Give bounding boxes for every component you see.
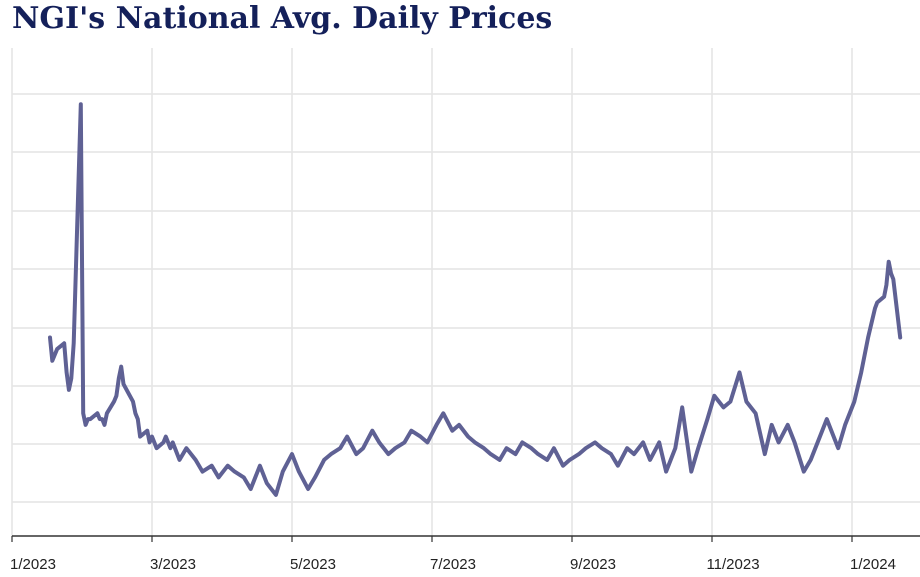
x-tick-label: 3/2023 bbox=[150, 556, 196, 573]
x-axis bbox=[11, 535, 920, 542]
grid-lines bbox=[11, 48, 920, 536]
x-tick-labels: 1/2023 3/2023 5/2023 7/2023 9/2023 11/2023 1/2… bbox=[10, 556, 896, 573]
x-tick-label: 7/2023 bbox=[430, 556, 476, 573]
chart-title: NGI's National Avg. Daily Prices bbox=[12, 1, 553, 36]
x-tick-label: 1/2024 bbox=[850, 556, 896, 573]
x-tick-label: 5/2023 bbox=[290, 556, 336, 573]
x-tick-label: 1/2023 bbox=[10, 556, 56, 573]
x-tick-label: 9/2023 bbox=[570, 556, 616, 573]
x-tick-label: 11/2023 bbox=[706, 556, 759, 573]
series-layer bbox=[48, 102, 903, 497]
series-line bbox=[48, 102, 903, 497]
